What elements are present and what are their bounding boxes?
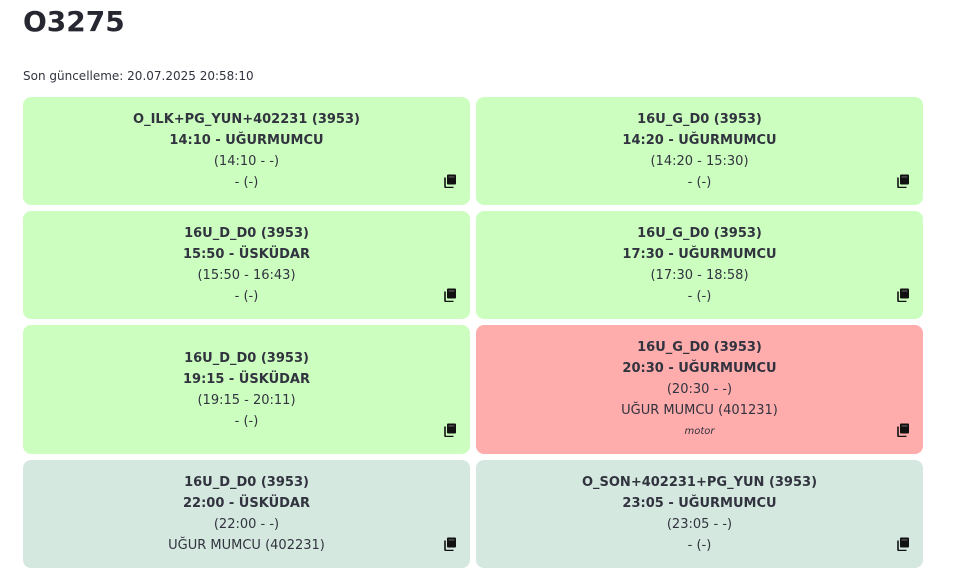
copy-icon[interactable] bbox=[896, 174, 910, 188]
trip-route: 16U_G_D0 (3953) bbox=[637, 112, 762, 127]
copy-icon[interactable] bbox=[443, 423, 457, 437]
trip-route: 16U_D_D0 (3953) bbox=[184, 226, 309, 241]
trip-card: 16U_D_D0 (3953) 15:50 - ÜSKÜDAR (15:50 -… bbox=[23, 211, 470, 319]
trip-grid: O_ILK+PG_YUN+402231 (3953) 14:10 - UĞURM… bbox=[23, 97, 923, 568]
trip-card: O_SON+402231+PG_YUN (3953) 23:05 - UĞURM… bbox=[476, 460, 923, 568]
trip-route: 16U_G_D0 (3953) bbox=[637, 226, 762, 241]
trip-times: (17:30 - 18:58) bbox=[650, 268, 749, 283]
trip-times: (19:15 - 20:11) bbox=[197, 392, 296, 408]
trip-route: O_ILK+PG_YUN+402231 (3953) bbox=[133, 112, 360, 127]
trip-driver: UĞUR MUMCU (401231) bbox=[621, 402, 778, 418]
copy-icon[interactable] bbox=[443, 288, 457, 302]
trip-card: 16U_D_D0 (3953) 22:00 - ÜSKÜDAR (22:00 -… bbox=[23, 460, 470, 568]
trip-route: O_SON+402231+PG_YUN (3953) bbox=[581, 475, 818, 490]
trip-time-destination: 20:30 - UĞURMUMCU bbox=[622, 360, 777, 376]
trip-driver: - (-) bbox=[687, 538, 712, 553]
trip-card: 16U_G_D0 (3953) 14:20 - UĞURMUMCU (14:20… bbox=[476, 97, 923, 205]
trip-driver: - (-) bbox=[234, 175, 259, 190]
trip-card: 16U_G_D0 (3953) 20:30 - UĞURMUMCU (20:30… bbox=[476, 325, 923, 454]
trip-time-destination: 15:50 - ÜSKÜDAR bbox=[182, 247, 310, 262]
trip-driver: UĞUR MUMCU (402231) bbox=[168, 538, 325, 553]
trip-time-destination: 22:00 - ÜSKÜDAR bbox=[182, 496, 310, 511]
trip-times: (23:05 - -) bbox=[666, 517, 733, 532]
trip-times: (14:20 - 15:30) bbox=[650, 154, 749, 169]
trip-card: 16U_G_D0 (3953) 17:30 - UĞURMUMCU (17:30… bbox=[476, 211, 923, 319]
copy-icon[interactable] bbox=[896, 537, 910, 551]
trip-time-destination: 17:30 - UĞURMUMCU bbox=[622, 247, 777, 262]
trip-times: (22:00 - -) bbox=[213, 517, 280, 532]
trip-time-destination: 14:10 - UĞURMUMCU bbox=[169, 133, 324, 148]
trip-times: (15:50 - 16:43) bbox=[197, 268, 296, 283]
copy-icon[interactable] bbox=[896, 288, 910, 302]
trip-time-destination: 14:20 - UĞURMUMCU bbox=[622, 133, 777, 148]
trip-driver: - (-) bbox=[687, 175, 712, 190]
trip-card: O_ILK+PG_YUN+402231 (3953) 14:10 - UĞURM… bbox=[23, 97, 470, 205]
copy-icon[interactable] bbox=[896, 423, 910, 437]
trip-route: 16U_D_D0 (3953) bbox=[184, 475, 309, 490]
trip-card: 16U_D_D0 (3953) 19:15 - ÜSKÜDAR (19:15 -… bbox=[23, 325, 470, 454]
trip-driver: - (-) bbox=[234, 289, 259, 304]
copy-icon[interactable] bbox=[443, 174, 457, 188]
trip-route: 16U_G_D0 (3953) bbox=[637, 339, 762, 355]
trip-driver: - (-) bbox=[687, 289, 712, 304]
trip-time-destination: 19:15 - ÜSKÜDAR bbox=[182, 371, 310, 387]
trip-times: (14:10 - -) bbox=[213, 154, 280, 169]
page-title: O3275 bbox=[23, 5, 125, 38]
trip-time-destination: 23:05 - UĞURMUMCU bbox=[622, 496, 777, 511]
trip-times: (20:30 - -) bbox=[666, 381, 733, 397]
trip-driver: - (-) bbox=[234, 413, 259, 429]
copy-icon[interactable] bbox=[443, 537, 457, 551]
last-update-text: Son güncelleme: 20.07.2025 20:58:10 bbox=[23, 69, 254, 83]
trip-note: motor bbox=[684, 425, 715, 437]
trip-route: 16U_D_D0 (3953) bbox=[184, 350, 309, 366]
